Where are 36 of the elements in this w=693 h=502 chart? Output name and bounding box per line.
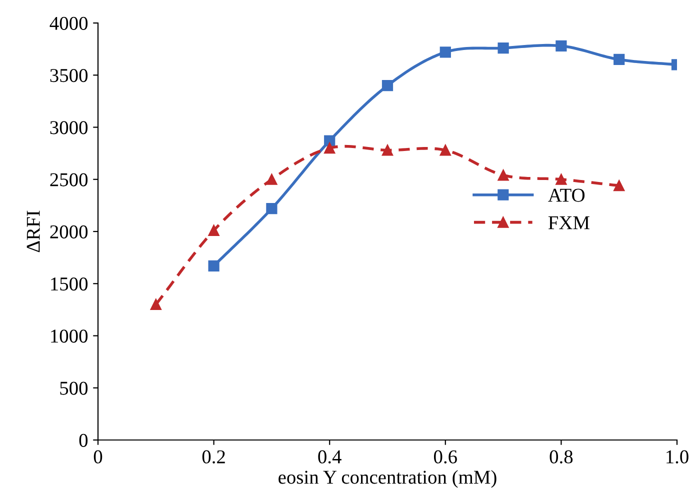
point: [440, 46, 451, 58]
x-tick-label: 0.4: [318, 450, 342, 464]
y-tick-label: 2000: [50, 225, 88, 238]
point: [208, 224, 220, 236]
y-tick-label: 4000: [50, 16, 88, 30]
y-tick-label: 1000: [51, 330, 88, 343]
legend-label: ATO: [548, 188, 585, 202]
point: [556, 174, 567, 185]
point: [614, 54, 625, 66]
y-tick-label: 3500: [50, 68, 88, 82]
y-tick-label: 500: [60, 382, 88, 395]
y-tick-label: 0: [79, 434, 88, 447]
point: [498, 42, 509, 54]
point: [498, 170, 509, 181]
legend-label: FXM: [548, 216, 590, 230]
x-tick-label: 0.8: [550, 450, 573, 464]
point: [324, 135, 336, 146]
y-axis-title: ΔRFI: [26, 210, 40, 252]
x-tick-label: 0.2: [202, 450, 225, 464]
point: [266, 174, 278, 185]
y-tick-label: 3000: [50, 121, 88, 134]
y-tick-label: 2500: [50, 173, 88, 186]
point: [382, 80, 394, 92]
point: [556, 40, 567, 52]
point: [266, 203, 278, 214]
point: [382, 144, 394, 156]
y-tick-label: 1500: [51, 277, 88, 291]
point: [150, 298, 162, 310]
point: [324, 142, 336, 154]
x-tick-label: 0: [94, 450, 102, 464]
point: [208, 260, 220, 272]
x-axis-title: eosin Y concentration (mM): [278, 470, 496, 488]
x-tick-label: 1.0: [666, 450, 688, 464]
point: [440, 144, 451, 156]
x-tick-label: 0.6: [434, 450, 457, 464]
point: [614, 180, 625, 192]
